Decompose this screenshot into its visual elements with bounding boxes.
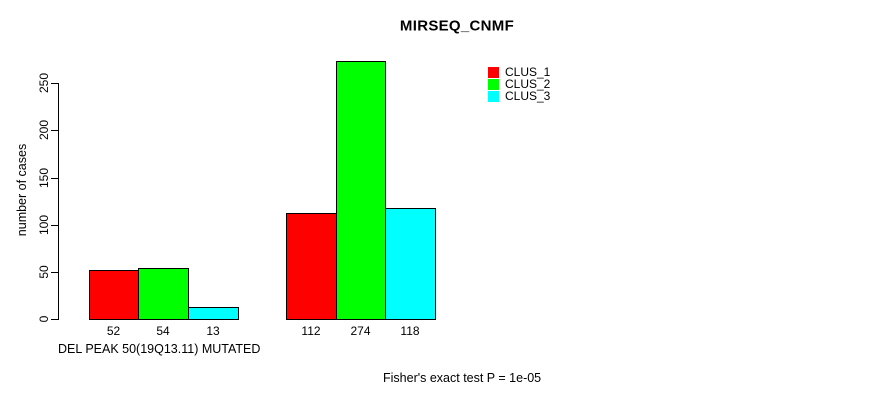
bar-clus_1-group2	[286, 213, 337, 320]
y-tick-mark-200	[51, 130, 58, 131]
y-tick-label-0: 0	[37, 315, 51, 323]
y-axis-label: number of cases	[15, 143, 29, 237]
bar-value-clus_1-group2: 112	[301, 324, 321, 338]
y-tick-label-150: 150	[37, 167, 51, 188]
bar-value-clus_2-group2: 274	[350, 324, 371, 338]
bar-clus_3-group2	[385, 208, 436, 320]
bar-value-clus_1-group1: 52	[106, 324, 121, 338]
y-tick-mark-50	[51, 272, 58, 273]
legend-swatch-clus2	[488, 78, 499, 90]
bar-value-clus_2-group1: 54	[156, 324, 170, 338]
bar-clus_1-group1	[89, 270, 139, 320]
legend-label-clus2: CLUS_2	[505, 77, 551, 91]
y-tick-mark-100	[51, 225, 58, 226]
y-tick-label-100: 100	[37, 214, 51, 235]
y-tick-label-50: 50	[37, 265, 51, 279]
bar-clus_3-group1	[188, 307, 239, 320]
legend: CLUS_1 CLUS_2 CLUS_3	[488, 66, 550, 102]
bar-clus_2-group2	[336, 61, 386, 320]
stat-annotation: Fisher's exact test P = 1e-05	[383, 371, 542, 385]
legend-swatch-clus1	[488, 66, 499, 78]
x-axis-label: DEL PEAK 50(19Q13.11) MUTATED	[58, 342, 261, 356]
legend-label-clus3: CLUS_3	[505, 89, 551, 103]
legend-label-clus1: CLUS_1	[505, 65, 551, 79]
bar-value-clus_3-group2: 118	[400, 324, 420, 338]
y-tick-mark-0	[51, 319, 58, 320]
bar-clus_2-group1	[138, 268, 189, 320]
y-tick-label-200: 200	[37, 120, 51, 141]
legend-item-clus1: CLUS_1	[488, 66, 550, 78]
legend-item-clus2: CLUS_2	[488, 78, 550, 90]
legend-item-clus3: CLUS_3	[488, 90, 550, 102]
bar-value-clus_3-group1: 13	[206, 324, 220, 338]
legend-swatch-clus3	[488, 90, 499, 102]
y-tick-label-250: 250	[37, 73, 51, 94]
y-tick-mark-150	[51, 178, 58, 179]
y-tick-mark-250	[51, 83, 58, 84]
chart-title: MIRSEQ_CNMF	[399, 17, 515, 35]
y-axis-line	[58, 83, 59, 320]
